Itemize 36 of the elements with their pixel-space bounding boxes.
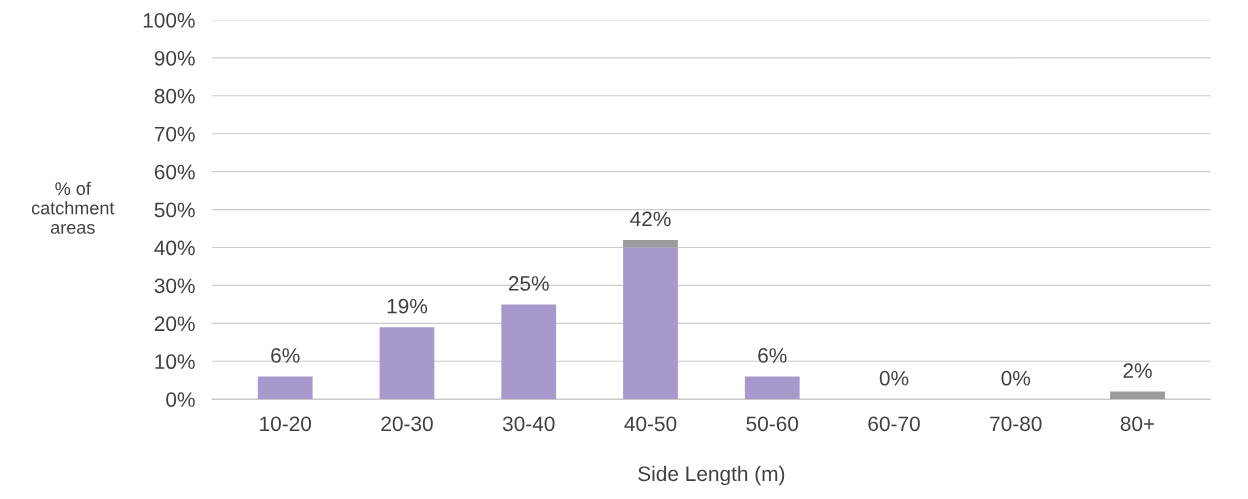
total-label: 0%	[879, 370, 909, 386]
total-label: 6%	[758, 348, 787, 363]
total-label: 42%	[630, 211, 671, 227]
bar	[623, 239, 678, 248]
y-tick-label: 30%	[154, 278, 195, 294]
bar	[501, 304, 557, 400]
y-tick-label: 100%	[143, 12, 195, 28]
x-axis-title: Side Length (m)	[638, 465, 785, 486]
x-tick-label: 10-20	[260, 416, 312, 432]
x-tick-label: 50-60	[746, 416, 799, 432]
y-tick-label: 0%	[166, 392, 195, 407]
bar	[744, 376, 800, 400]
y-tick-label: 10%	[155, 354, 195, 370]
x-tick-label: 20-30	[381, 416, 433, 432]
total-label: 6%	[271, 348, 300, 363]
y-tick-label: 60%	[154, 164, 195, 180]
y-tick-label: 20%	[154, 316, 195, 332]
x-tick-label: 30-40	[502, 416, 555, 432]
total-label: 0%	[1001, 370, 1031, 386]
total-label: 2%	[1123, 363, 1152, 378]
y-tick-label: 40%	[154, 240, 195, 256]
total-label: 19%	[387, 298, 428, 314]
x-tick-label: 40-50	[624, 416, 677, 432]
y-tick-label: 90%	[154, 50, 195, 66]
y-tick-label: 70%	[154, 126, 195, 142]
x-tick-label: 70-80	[990, 416, 1042, 432]
x-tick-label: 80+	[1120, 416, 1155, 432]
y-tick-label: 50%	[154, 202, 195, 218]
bar	[257, 376, 313, 400]
bar	[623, 247, 678, 400]
x-tick-label: 60-70	[868, 416, 920, 432]
total-label: 25%	[508, 276, 549, 291]
y-axis-title: % of catchment areas	[31, 181, 115, 234]
bar	[1110, 391, 1165, 400]
bar	[379, 327, 435, 400]
y-tick-label: 80%	[154, 88, 195, 104]
